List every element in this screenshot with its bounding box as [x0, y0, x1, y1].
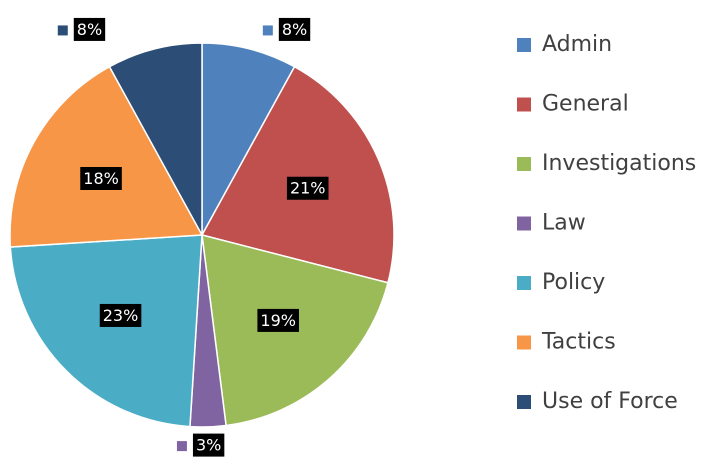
data-label-key: [262, 25, 273, 36]
data-label: 21%: [286, 176, 329, 200]
data-label-box: [80, 167, 122, 191]
pie-slice: [200, 65, 395, 284]
data-label-text: 23%: [103, 306, 139, 325]
data-label: 8%: [57, 17, 106, 41]
data-label-text: 21%: [290, 179, 326, 198]
pie-slice: [201, 42, 296, 236]
legend-label: Use of Force: [542, 389, 678, 414]
data-label-box: [286, 176, 329, 200]
legend-label: Law: [542, 211, 586, 236]
pie-slice: [108, 42, 203, 236]
data-label-text: 18%: [83, 169, 119, 188]
legend-swatch: [517, 97, 531, 112]
legend-label: General: [542, 92, 629, 117]
data-label-text: 8%: [282, 20, 307, 39]
data-label: 23%: [99, 303, 142, 327]
data-label: 19%: [257, 308, 299, 332]
legend-swatch: [517, 38, 531, 52]
pie-slice: [9, 234, 203, 428]
legend-label: Admin: [542, 32, 612, 57]
legend-swatch: [517, 395, 531, 409]
data-label-box: [192, 433, 225, 457]
data-label-text: 3%: [196, 436, 221, 455]
pie-slice: [9, 65, 204, 248]
data-label: 3%: [176, 433, 225, 457]
legend-swatch: [517, 335, 531, 350]
data-label-key: [57, 25, 68, 36]
legend-label: Investigations: [542, 151, 696, 176]
legend-label: Tactics: [541, 330, 616, 355]
data-label-text: 8%: [77, 20, 102, 39]
data-label-box: [73, 17, 106, 41]
data-label: 8%: [262, 17, 311, 41]
legend-label: Policy: [542, 270, 605, 295]
legend-swatch: [517, 276, 531, 290]
data-label-box: [278, 17, 311, 41]
data-label-key: [176, 441, 187, 452]
legend-swatch: [517, 216, 531, 231]
legend-swatch: [517, 157, 531, 171]
data-label-box: [99, 303, 142, 327]
data-label: 18%: [80, 167, 122, 191]
data-label-text: 19%: [260, 311, 296, 330]
data-label-box: [257, 308, 299, 332]
